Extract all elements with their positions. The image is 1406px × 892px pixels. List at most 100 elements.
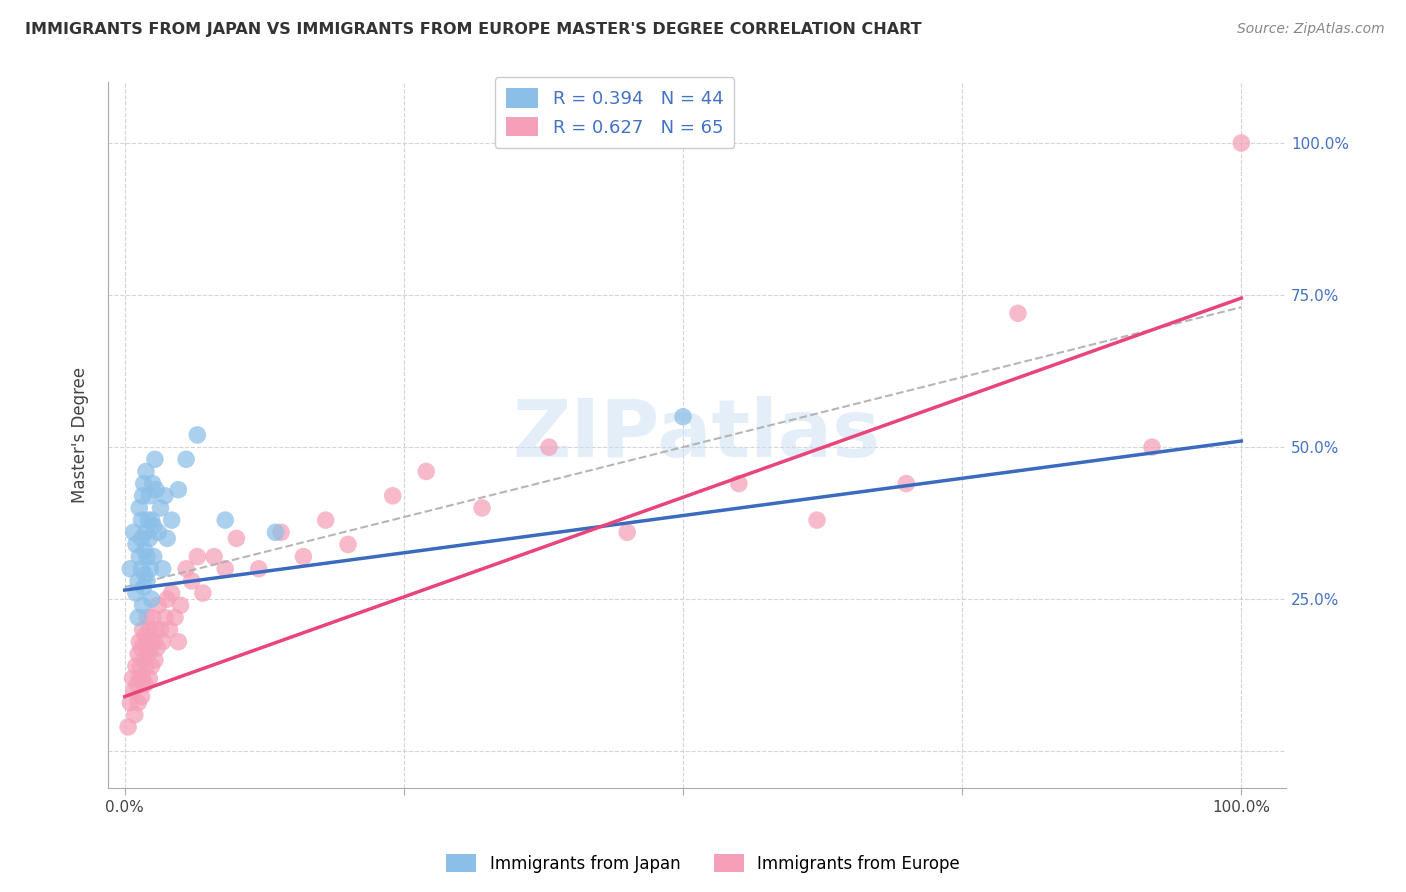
Point	[315, 513, 337, 527]
Point	[167, 483, 190, 497]
Point	[134, 629, 156, 643]
Point	[135, 525, 157, 540]
Point	[134, 543, 156, 558]
Point	[139, 640, 162, 655]
Point	[225, 532, 247, 546]
Point	[131, 623, 153, 637]
Legend: Immigrants from Japan, Immigrants from Europe: Immigrants from Japan, Immigrants from E…	[440, 847, 966, 880]
Point	[727, 476, 749, 491]
Point	[270, 525, 292, 540]
Point	[202, 549, 225, 564]
Point	[471, 500, 494, 515]
Point	[141, 659, 163, 673]
Point	[292, 549, 315, 564]
Point	[186, 549, 208, 564]
Point	[132, 476, 155, 491]
Text: Source: ZipAtlas.com: Source: ZipAtlas.com	[1237, 22, 1385, 37]
Point	[214, 562, 236, 576]
Point	[156, 592, 179, 607]
Point	[128, 500, 150, 515]
Point	[157, 623, 180, 637]
Point	[148, 599, 170, 613]
Point	[806, 513, 828, 527]
Point	[142, 476, 165, 491]
Point	[127, 647, 149, 661]
Point	[125, 659, 148, 673]
Text: IMMIGRANTS FROM JAPAN VS IMMIGRANTS FROM EUROPE MASTER'S DEGREE CORRELATION CHAR: IMMIGRANTS FROM JAPAN VS IMMIGRANTS FROM…	[25, 22, 922, 37]
Point	[537, 440, 560, 454]
Point	[142, 610, 165, 624]
Point	[120, 696, 142, 710]
Point	[127, 610, 149, 624]
Point	[127, 696, 149, 710]
Point	[149, 500, 172, 515]
Point	[132, 653, 155, 667]
Point	[135, 465, 157, 479]
Point	[153, 489, 176, 503]
Point	[117, 720, 139, 734]
Point	[264, 525, 287, 540]
Point	[160, 586, 183, 600]
Point	[136, 647, 159, 661]
Point	[141, 513, 163, 527]
Point	[131, 489, 153, 503]
Legend: R = 0.394   N = 44, R = 0.627   N = 65: R = 0.394 N = 44, R = 0.627 N = 65	[495, 77, 734, 147]
Point	[138, 671, 160, 685]
Point	[136, 513, 159, 527]
Point	[896, 476, 918, 491]
Point	[138, 532, 160, 546]
Point	[136, 574, 159, 588]
Point	[174, 452, 197, 467]
Point	[122, 525, 145, 540]
Point	[169, 599, 191, 613]
Point	[124, 707, 146, 722]
Point	[136, 610, 159, 624]
Point	[146, 640, 169, 655]
Point	[125, 677, 148, 691]
Point	[131, 671, 153, 685]
Point	[127, 574, 149, 588]
Point	[135, 659, 157, 673]
Point	[131, 532, 153, 546]
Point	[125, 586, 148, 600]
Point	[148, 525, 170, 540]
Point	[1230, 136, 1253, 150]
Point	[152, 562, 174, 576]
Point	[141, 592, 163, 607]
Point	[153, 610, 176, 624]
Point	[120, 562, 142, 576]
Point	[149, 623, 172, 637]
Point	[138, 623, 160, 637]
Point	[381, 489, 404, 503]
Point	[132, 580, 155, 594]
Point	[180, 574, 202, 588]
Point	[145, 483, 167, 497]
Point	[129, 659, 152, 673]
Point	[128, 671, 150, 685]
Point	[186, 428, 208, 442]
Point	[616, 525, 638, 540]
Text: ZIPatlas: ZIPatlas	[513, 396, 882, 474]
Point	[131, 562, 153, 576]
Point	[139, 562, 162, 576]
Point	[415, 465, 437, 479]
Point	[134, 567, 156, 582]
Point	[672, 409, 695, 424]
Point	[152, 634, 174, 648]
Point	[131, 640, 153, 655]
Point	[1140, 440, 1163, 454]
Point	[128, 549, 150, 564]
Point	[167, 634, 190, 648]
Point	[125, 537, 148, 551]
Point	[160, 513, 183, 527]
Point	[131, 690, 153, 704]
Point	[247, 562, 270, 576]
Y-axis label: Master's Degree: Master's Degree	[72, 367, 89, 503]
Point	[143, 653, 166, 667]
Point	[1007, 306, 1029, 320]
Point	[142, 634, 165, 648]
Point	[122, 683, 145, 698]
Point	[128, 634, 150, 648]
Point	[121, 671, 143, 685]
Point	[136, 549, 159, 564]
